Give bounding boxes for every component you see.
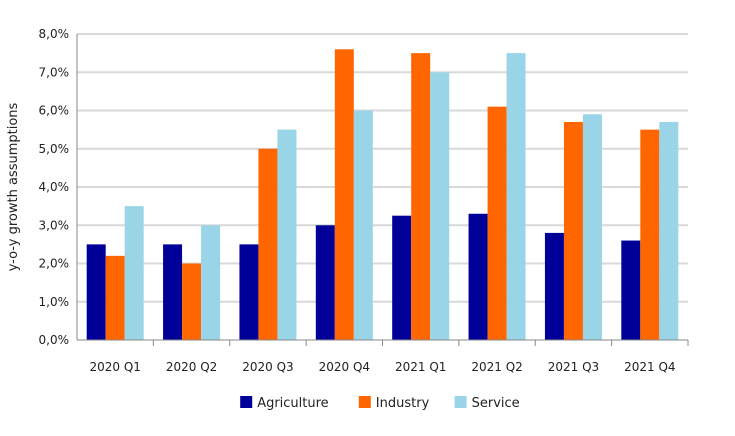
legend-label-service: Service: [472, 396, 520, 411]
bar-service: [124, 206, 144, 340]
axes: 0,0% 1,0% 2,0% 3,0% 4,0% 5,0% 6,0% 7,0% 8,0% 2020…: [39, 27, 689, 374]
legend-swatch-industry: [358, 396, 371, 408]
y-axis-title: y-o-y growth assumptions: [6, 102, 21, 271]
x-tick-label: 2021 Q1: [395, 360, 446, 374]
bar-agriculture: [239, 244, 259, 340]
legend-swatch-agriculture: [240, 396, 253, 408]
x-tick-label: 2020 Q4: [319, 360, 370, 374]
bar-industry: [487, 106, 507, 340]
x-tick-label: 2020 Q2: [166, 360, 217, 374]
legend-swatch-service: [454, 396, 467, 408]
bar-agriculture: [86, 244, 106, 340]
bar-agriculture: [621, 240, 641, 340]
bar-industry: [563, 121, 583, 340]
y-tick-label: 1,0%: [39, 295, 70, 309]
x-tick-label: 2020 Q3: [242, 360, 293, 374]
bar-service: [506, 53, 526, 340]
bar-service: [659, 121, 679, 340]
y-tick-label: 5,0%: [39, 142, 70, 156]
y-tick-label: 0,0%: [39, 333, 70, 347]
bar-service: [582, 114, 602, 340]
bar-agriculture: [315, 225, 335, 340]
y-tick-label: 4,0%: [39, 180, 70, 194]
y-tick-label: 3,0%: [39, 218, 70, 232]
legend-label-industry: Industry: [376, 396, 430, 411]
bar-service: [277, 129, 297, 340]
x-tick-label: 2021 Q4: [624, 360, 675, 374]
legend-label-agriculture: Agriculture: [257, 396, 329, 411]
bars: [86, 49, 679, 341]
y-tick-label: 7,0%: [39, 65, 70, 79]
bar-industry: [182, 263, 202, 340]
y-tick-label: 2,0%: [39, 257, 70, 271]
bar-industry: [640, 129, 660, 340]
bar-service: [201, 225, 221, 340]
legend: Agriculture Industry Service: [240, 396, 520, 411]
y-tick-label: 8,0%: [39, 27, 70, 41]
bar-industry: [334, 49, 354, 341]
bar-industry: [411, 53, 431, 340]
bar-agriculture: [468, 213, 488, 340]
x-tick-label: 2021 Q3: [548, 360, 599, 374]
bar-industry: [258, 148, 278, 340]
x-tick-label: 2021 Q2: [471, 360, 522, 374]
bar-agriculture: [163, 244, 183, 340]
bar-agriculture: [392, 215, 412, 340]
bar-service: [430, 72, 450, 340]
y-tick-label: 6,0%: [39, 104, 70, 118]
bar-service: [353, 110, 373, 340]
x-tick-label: 2020 Q1: [89, 360, 140, 374]
bar-industry: [105, 255, 125, 340]
bar-agriculture: [544, 232, 564, 340]
